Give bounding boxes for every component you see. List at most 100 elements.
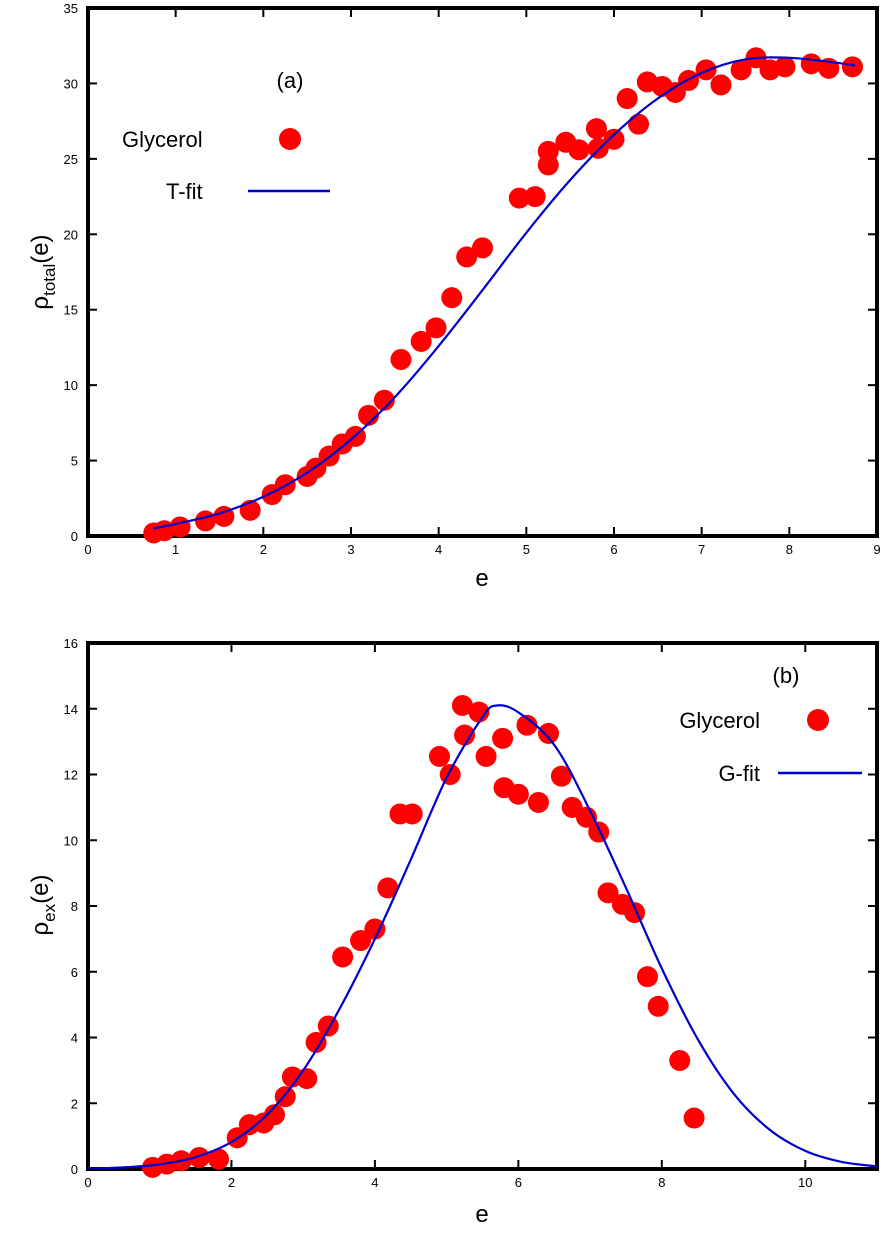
data-point	[169, 516, 191, 538]
data-point	[568, 139, 590, 161]
x-tick-label: 4	[435, 542, 442, 557]
y-axis-label-symbol: ρ	[27, 296, 54, 310]
y-tick-label: 5	[71, 454, 78, 469]
y-tick-label: 20	[64, 227, 78, 242]
data-point	[350, 930, 372, 952]
data-point	[358, 404, 380, 426]
x-tick-label: 2	[228, 1175, 235, 1190]
y-axis-label-subscript: ex	[40, 903, 59, 921]
data-point	[451, 694, 473, 716]
data-point	[364, 918, 386, 940]
panel-a: 0 1 2 3 4 5 6 7 8 9 0 5 10 15 20 25 30 35 e ρtotal(e) (a) Gly…	[27, 1, 881, 592]
y-tick-label: 10	[64, 378, 78, 393]
y-axis-label-symbol: ρ	[27, 922, 54, 936]
data-point	[263, 1104, 285, 1126]
panel-label: (a)	[277, 68, 304, 93]
data-point	[587, 137, 609, 159]
data-point	[428, 745, 450, 767]
legend-label-points: Glycerol	[679, 708, 760, 733]
data-point	[390, 348, 412, 370]
data-point	[516, 714, 538, 736]
y-tick-label: 0	[71, 1162, 78, 1177]
y-tick-label: 35	[64, 1, 78, 16]
data-point	[550, 765, 572, 787]
data-point	[537, 722, 559, 744]
x-tick-label: 6	[610, 542, 617, 557]
fit-line	[153, 56, 856, 530]
data-point	[208, 1148, 230, 1170]
data-point	[597, 882, 619, 904]
data-point	[507, 783, 529, 805]
y-tick-label: 14	[64, 702, 78, 717]
legend-marker-points	[807, 709, 829, 731]
data-point	[800, 53, 822, 75]
data-point	[439, 764, 461, 785]
panel-b: 0 2 4 6 8 10 0 2 4 6 8 10 12 14 16 e ρex(e) (b) Glycerol G-…	[27, 636, 879, 1228]
data-point	[317, 1015, 339, 1037]
data-point	[296, 1068, 318, 1090]
x-tick-label: 7	[698, 542, 705, 557]
y-axis-label-suffix: (e)	[27, 875, 54, 904]
x-tick-label: 5	[523, 542, 530, 557]
plot-frame	[86, 6, 879, 538]
y-tick-label: 10	[64, 833, 78, 848]
data-point	[194, 510, 216, 532]
x-tick-label: 8	[658, 1175, 665, 1190]
y-tick-label: 15	[64, 303, 78, 318]
data-point	[588, 821, 610, 843]
y-axis-label: ρex(e)	[27, 875, 59, 936]
data-point	[305, 1031, 327, 1053]
data-point	[841, 56, 863, 78]
data-point	[710, 74, 732, 96]
y-tick-label: 2	[71, 1096, 78, 1111]
data-point	[468, 701, 490, 723]
data-point	[492, 727, 514, 749]
data-point	[508, 187, 530, 209]
data-point	[774, 56, 796, 78]
x-axis-label: e	[475, 1201, 488, 1228]
y-axis-label: ρtotal(e)	[27, 234, 59, 309]
data-point	[475, 745, 497, 767]
x-tick-label: 9	[873, 542, 880, 557]
x-tick-label: 4	[371, 1175, 378, 1190]
data-point	[669, 1050, 691, 1072]
data-point	[454, 724, 476, 746]
data-point	[377, 877, 399, 899]
legend-marker-points	[279, 128, 301, 150]
x-tick-label: 0	[84, 1175, 91, 1190]
legend-label-fit: G-fit	[718, 761, 760, 786]
data-point	[585, 118, 607, 140]
data-point	[636, 966, 658, 988]
panel-label: (b)	[773, 663, 800, 688]
data-point	[524, 186, 546, 208]
data-point	[456, 246, 478, 268]
data-point	[410, 330, 432, 352]
data-point	[441, 287, 463, 309]
data-point	[647, 995, 669, 1017]
x-tick-label: 3	[347, 542, 354, 557]
y-tick-label: 30	[64, 76, 78, 91]
data-point	[730, 59, 752, 81]
y-axis-label-suffix: (e)	[27, 234, 54, 263]
data-point	[472, 237, 493, 259]
data-point	[332, 946, 354, 968]
x-axis-label: e	[475, 565, 488, 592]
data-point	[683, 1107, 705, 1129]
x-tick-label: 8	[786, 542, 793, 557]
y-tick-label: 16	[64, 636, 78, 651]
data-point	[425, 317, 447, 339]
data-point	[603, 128, 625, 150]
y-tick-label: 6	[71, 965, 78, 980]
y-tick-label: 4	[71, 1031, 78, 1046]
x-tick-label: 10	[798, 1175, 812, 1190]
x-tick-label: 0	[84, 542, 91, 557]
y-axis-label-subscript: total	[40, 264, 59, 296]
legend-label-points: Glycerol	[122, 127, 203, 152]
data-point	[616, 88, 638, 110]
y-tick-label: 12	[64, 768, 78, 783]
data-point	[628, 113, 650, 135]
data-point	[401, 803, 423, 825]
data-point	[188, 1146, 210, 1168]
data-point	[537, 140, 559, 162]
x-tick-label: 6	[515, 1175, 522, 1190]
